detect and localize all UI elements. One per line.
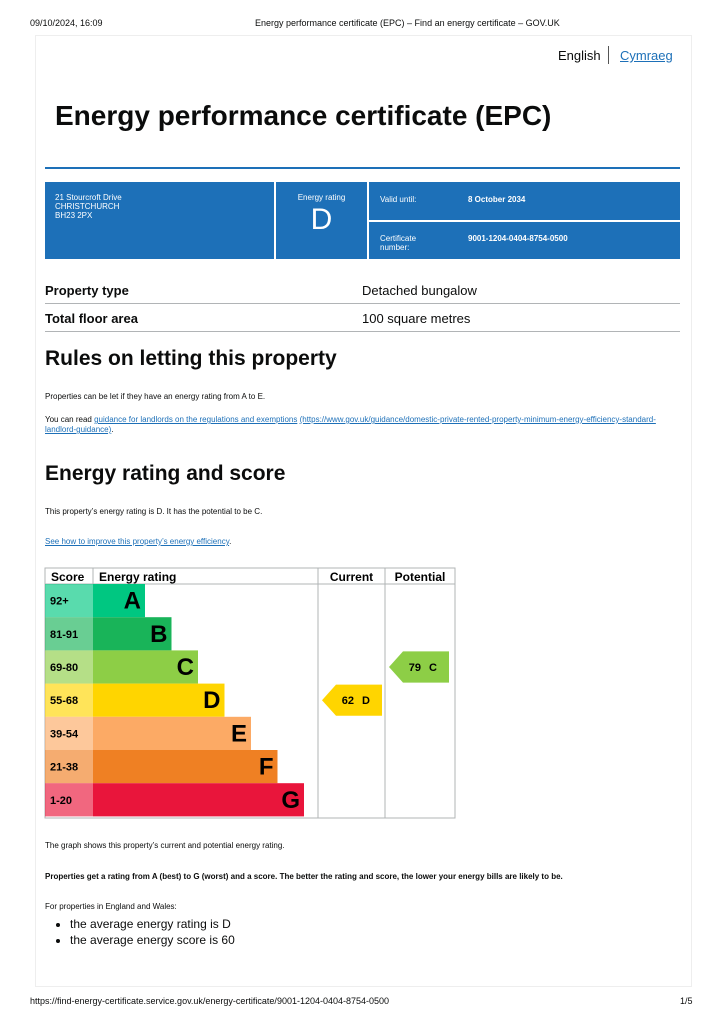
paragraph: Properties can be let if they have an en… <box>45 392 266 401</box>
score-range: 39-54 <box>50 728 79 740</box>
potential-letter: C <box>429 662 437 674</box>
divider <box>367 182 369 259</box>
text: The better the rating and score, the low… <box>279 872 563 881</box>
band-letter: G <box>281 787 300 814</box>
paragraph: For properties in England and Wales: <box>45 902 177 911</box>
band-letter: F <box>259 754 274 781</box>
text: . <box>229 537 232 546</box>
current-score: 62 <box>342 695 354 707</box>
band-letter: A <box>124 588 141 615</box>
band-letter: E <box>231 720 247 747</box>
band-letter: D <box>203 687 220 714</box>
score-range: 69-80 <box>50 662 78 674</box>
divider <box>369 220 680 222</box>
score-range: 21-38 <box>50 762 78 774</box>
score-cell <box>45 617 93 651</box>
property-value: 100 square metres <box>362 311 471 326</box>
footer-url: https://find-energy-certificate.service.… <box>30 996 390 1006</box>
paragraph: The graph shows this property’s current … <box>45 841 285 850</box>
score-range: 1-20 <box>50 795 72 807</box>
row-rule <box>45 303 680 304</box>
score-range: 55-68 <box>50 695 78 707</box>
heading: Rules on letting this property <box>45 347 337 370</box>
title-rule <box>45 167 680 169</box>
current-letter: D <box>362 695 370 707</box>
text: . <box>111 425 114 434</box>
band-bar <box>93 716 251 750</box>
address-line: BH23 2PX <box>55 211 93 220</box>
link[interactable]: See how to improve this property’s energ… <box>45 537 230 546</box>
text: Properties get a rating from A (best) to… <box>45 872 278 881</box>
band-bar <box>93 650 198 684</box>
band-letter: C <box>177 654 194 681</box>
list-item: the average energy rating is D <box>70 916 235 932</box>
score-cell <box>45 650 93 684</box>
paragraph: You can read guidance for landlords on t… <box>45 415 675 435</box>
current-arrow <box>322 684 382 716</box>
band-letter: B <box>150 621 167 648</box>
average-list: the average energy rating is D the avera… <box>25 916 235 948</box>
column-header: Score <box>51 570 85 584</box>
column-header: Potential <box>395 570 446 584</box>
potential-score: 79 <box>409 662 421 674</box>
page-number: 1/5 <box>680 996 693 1006</box>
valid-label: Valid until: <box>380 195 417 204</box>
band-bar <box>93 783 304 817</box>
rating-letter: D <box>310 203 333 236</box>
band-bar <box>93 750 278 784</box>
column-header: Energy rating <box>99 570 176 584</box>
band-bar <box>93 584 145 618</box>
potential-arrow <box>389 651 449 683</box>
print-title: Energy performance certificate (EPC) – F… <box>255 18 560 28</box>
heading: Energy rating and score <box>45 462 286 485</box>
text: You can read <box>45 415 92 424</box>
band-bar <box>93 683 225 717</box>
link[interactable]: guidance for landlords on the regulation… <box>94 415 298 424</box>
print-date: 09/10/2024, 16:09 <box>30 18 103 28</box>
address-line: 21 Stourcroft Drive <box>55 193 122 202</box>
property-value: Detached bungalow <box>362 283 477 298</box>
band-bar <box>93 617 172 651</box>
content-frame <box>35 35 692 987</box>
score-cell <box>45 683 93 717</box>
cert-label: Certificate number: <box>380 234 417 252</box>
score-cell <box>45 716 93 750</box>
row-rule <box>45 331 680 332</box>
paragraph: Properties get a rating from A (best) to… <box>45 872 563 881</box>
paragraph: This property’s energy rating is D. It h… <box>45 507 263 516</box>
lang-link[interactable]: Cymraeg <box>620 48 673 63</box>
valid-value: 8 October 2034 <box>468 195 526 204</box>
score-cell <box>45 750 93 784</box>
link-url[interactable]: (https://www.gov.uk/guidance/domestic-pr… <box>45 415 656 434</box>
paragraph: See how to improve this property’s energ… <box>45 537 231 546</box>
divider <box>274 182 276 259</box>
list-item: the average energy score is 60 <box>70 932 235 948</box>
page-title: Energy performance certificate (EPC) <box>55 100 552 131</box>
score-range: 92+ <box>50 596 69 608</box>
score-range: 81-91 <box>50 629 78 641</box>
property-label: Property type <box>45 283 129 298</box>
address-line: CHRISTCHURCH <box>55 202 120 211</box>
rating-graph: Score Energy rating Current Potential 92+ A 81… <box>44 567 456 819</box>
lang-current: English <box>558 48 601 63</box>
property-label: Total floor area <box>45 311 138 326</box>
column-header: Current <box>330 570 373 584</box>
score-cell <box>45 584 93 618</box>
rating-label: Energy rating <box>297 193 346 202</box>
score-cell <box>45 783 93 817</box>
lang-sep <box>608 46 609 64</box>
address: 21 Stourcroft Drive CHRISTCHURCH BH23 2P… <box>55 193 122 220</box>
cert-value: 9001-1204-0404-8754-0500 <box>468 234 568 243</box>
